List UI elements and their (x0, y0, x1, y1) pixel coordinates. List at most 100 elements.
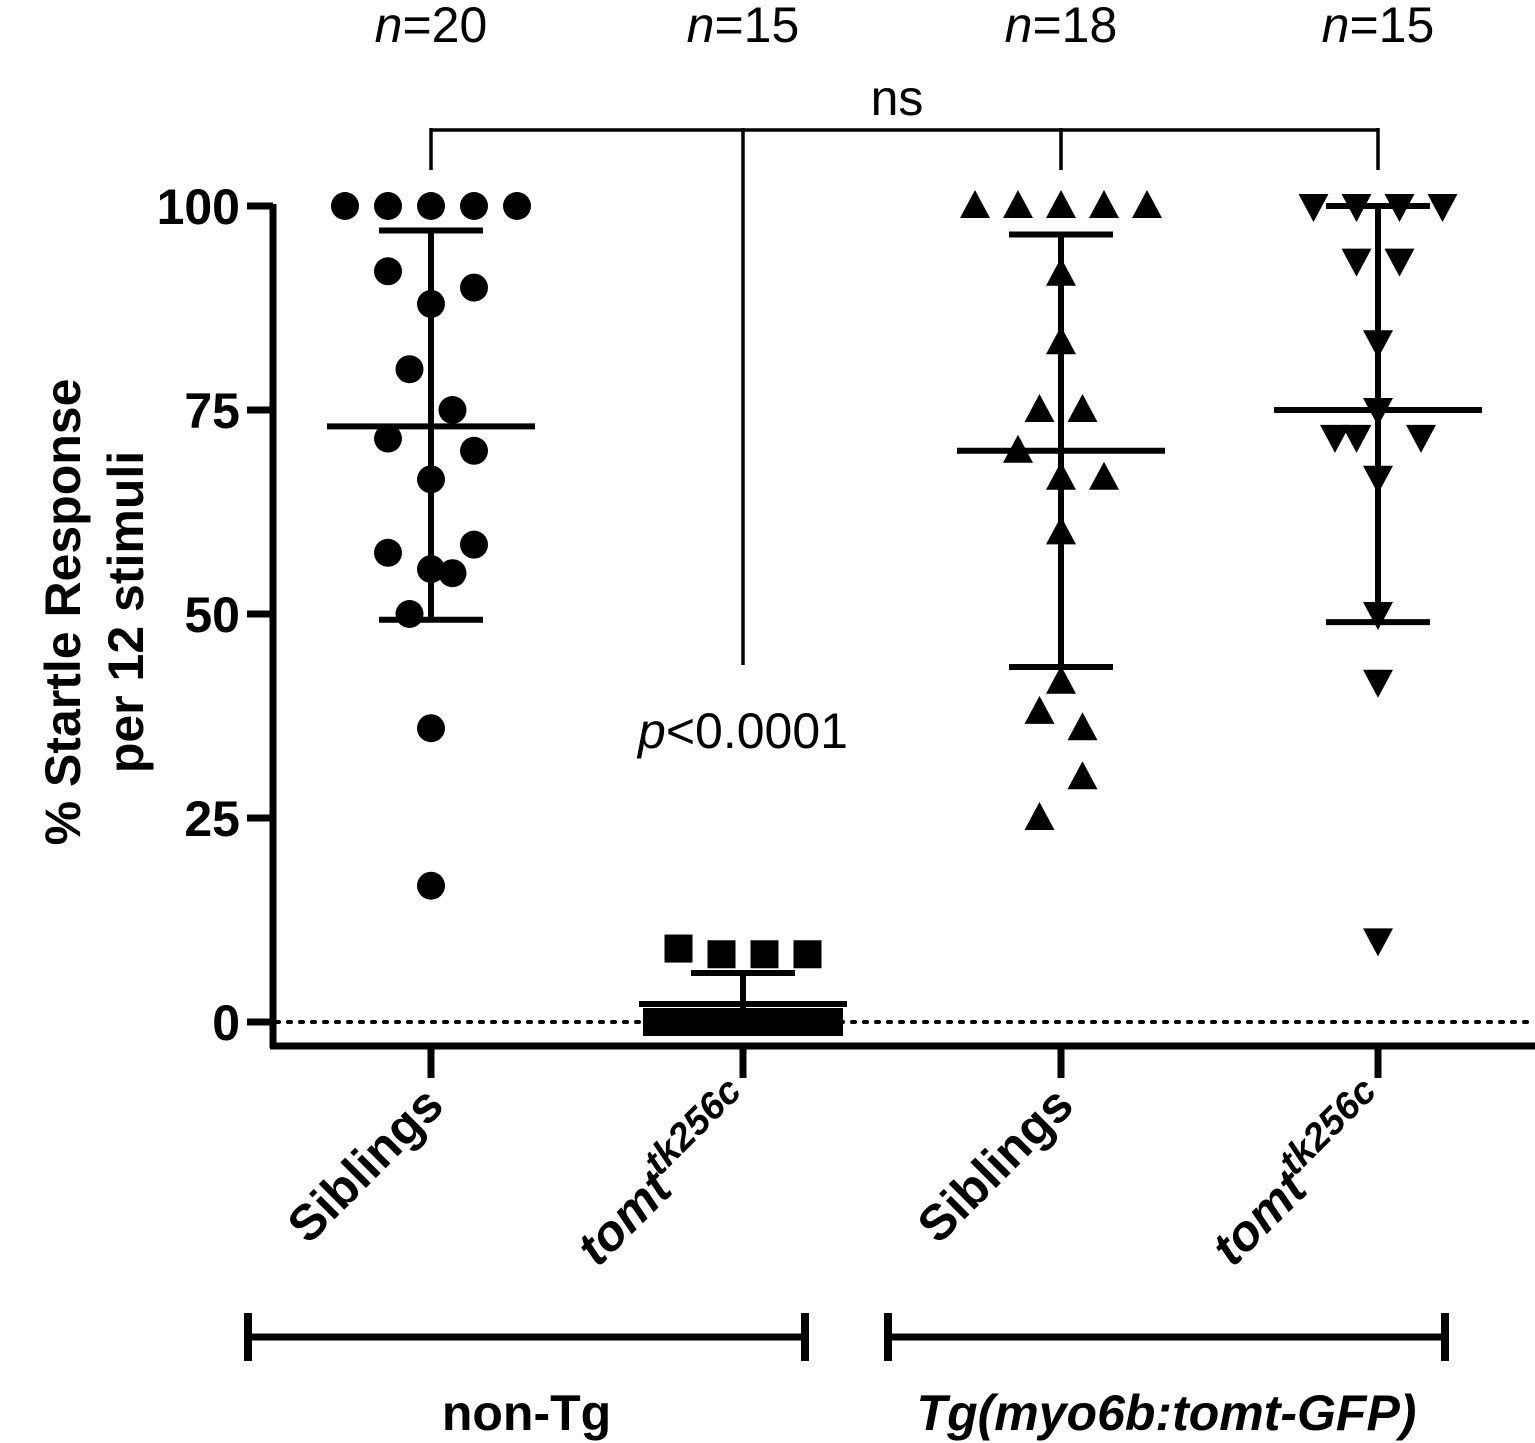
x-category-label: tomttk256c (1195, 1070, 1401, 1276)
x-category-label: tomttk256c (560, 1070, 766, 1276)
data-point-triangle-down (1298, 194, 1329, 222)
data-point-square (750, 940, 779, 969)
y-axis-label-line2: per 12 stimuli (98, 451, 154, 773)
data-point-triangle-down (1363, 330, 1393, 359)
p-value-symbol: p (636, 703, 666, 759)
data-point-triangle-up (1024, 695, 1055, 724)
data-point-triangle-up (1089, 461, 1119, 490)
n-label: n=20 (375, 0, 488, 53)
y-tick-label: 25 (184, 791, 240, 847)
data-point-triangle-up (1046, 516, 1076, 545)
data-point-triangle-down (1341, 248, 1372, 277)
p-value-label: p<0.0001 (636, 703, 848, 759)
n-label-symbol: n (1005, 0, 1033, 53)
y-tick-label: 0 (212, 995, 240, 1051)
y-tick-label: 75 (184, 383, 240, 439)
n-label-symbol: n (687, 0, 715, 53)
significance-annotations: ns p<0.0001 (429, 70, 1380, 759)
group-bracket-label: non-Tg (442, 1385, 611, 1441)
n-label-value: =20 (402, 0, 487, 53)
x-category-superscript: tk256c (636, 1070, 749, 1183)
data-point-circle (417, 714, 445, 743)
data-point-triangle-up (1089, 190, 1119, 218)
x-category-name: Siblings (907, 1076, 1084, 1253)
n-label: n=18 (1005, 0, 1118, 53)
p-value-text: <0.0001 (666, 703, 848, 759)
y-tick-label: 50 (184, 587, 240, 643)
data-point-triangle-down (1363, 398, 1393, 426)
data-point-triangle-up (1046, 257, 1076, 286)
data-point-circle (395, 600, 424, 628)
data-point-circle (503, 192, 531, 220)
data-point-triangle-down (1427, 194, 1458, 222)
group-brackets: non-Tg Tg(myo6b:tomt-GFP) (244, 1313, 1449, 1441)
data-point-circle (331, 192, 359, 220)
data-point-triangle-down (1320, 424, 1350, 453)
data-point-triangle-up (1067, 394, 1098, 422)
x-category-superscript: tk256c (1271, 1070, 1384, 1183)
group-bracket-label: Tg(myo6b:tomt-GFP) (917, 1385, 1417, 1441)
x-axis-categories: Siblings tomttk256c Siblings tomttk256c (277, 1070, 1401, 1276)
data-point-triangle-down (1384, 248, 1415, 277)
data-point-triangle-up (1046, 461, 1076, 490)
data-point-triangle-down (1363, 669, 1393, 698)
data-point-circle (460, 436, 488, 465)
n-label-symbol: n (375, 0, 403, 53)
axes (269, 204, 1535, 1078)
n-labels: n=20 n=15 n=18 n=15 (375, 0, 1435, 53)
data-point-triangle-down (1406, 424, 1436, 453)
data-point-triangle-up (1003, 434, 1033, 463)
data-point-triangle-down (1341, 424, 1372, 453)
n-label-value: =15 (714, 0, 799, 53)
data-point-triangle-up (1024, 802, 1055, 830)
data-point-triangle-down (1341, 194, 1372, 222)
data-point-triangle-up (1046, 326, 1076, 355)
n-label-value: =15 (1349, 0, 1434, 53)
data-point-circle (438, 396, 467, 424)
data-point-circle (460, 273, 488, 302)
data-point-triangle-down (1384, 194, 1415, 222)
data-point-circle (460, 192, 488, 220)
x-category-name: Siblings (277, 1076, 454, 1253)
n-label: n=15 (687, 0, 800, 53)
y-axis-ticks: 0 25 50 75 100 (157, 179, 273, 1051)
data-point-circle (417, 871, 445, 900)
data-point-square (739, 1008, 768, 1036)
error-bars (327, 203, 1482, 1025)
data-point-circle (374, 257, 402, 286)
data-point-triangle-down (1363, 465, 1393, 494)
data-point-circle (438, 559, 467, 588)
data-point-square (664, 934, 693, 963)
data-point-circle (374, 192, 402, 220)
data-point-circle (374, 538, 402, 567)
data-point-square (815, 1008, 843, 1036)
data-points (331, 190, 1458, 1036)
data-point-triangle-up (1067, 761, 1098, 790)
data-point-circle (417, 465, 445, 494)
data-point-triangle-down (1363, 928, 1393, 957)
data-point-circle (417, 555, 445, 584)
data-point-triangle-up (1003, 190, 1033, 218)
data-point-triangle-up (960, 190, 990, 218)
data-point-circle (395, 355, 424, 384)
data-point-circle (374, 424, 402, 453)
data-point-circle (417, 289, 445, 318)
x-category-label: Siblings (907, 1076, 1084, 1253)
n-label-symbol: n (1322, 0, 1350, 53)
data-point-circle (460, 530, 488, 559)
data-point-triangle-up (1046, 665, 1076, 694)
y-axis-label-line1: % Startle Response (35, 379, 91, 846)
n-label-value: =18 (1032, 0, 1117, 53)
data-point-triangle-up (1046, 190, 1076, 218)
data-point-triangle-up (1132, 190, 1162, 218)
n-label: n=15 (1322, 0, 1435, 53)
x-category-label: Siblings (277, 1076, 454, 1253)
data-point-triangle-down (1363, 602, 1393, 630)
y-tick-label: 100 (157, 179, 240, 235)
data-point-triangle-up (1067, 712, 1098, 741)
ns-label: ns (871, 70, 924, 126)
data-point-square (707, 940, 736, 969)
data-point-triangle-up (1024, 394, 1055, 422)
data-point-square (793, 940, 822, 969)
